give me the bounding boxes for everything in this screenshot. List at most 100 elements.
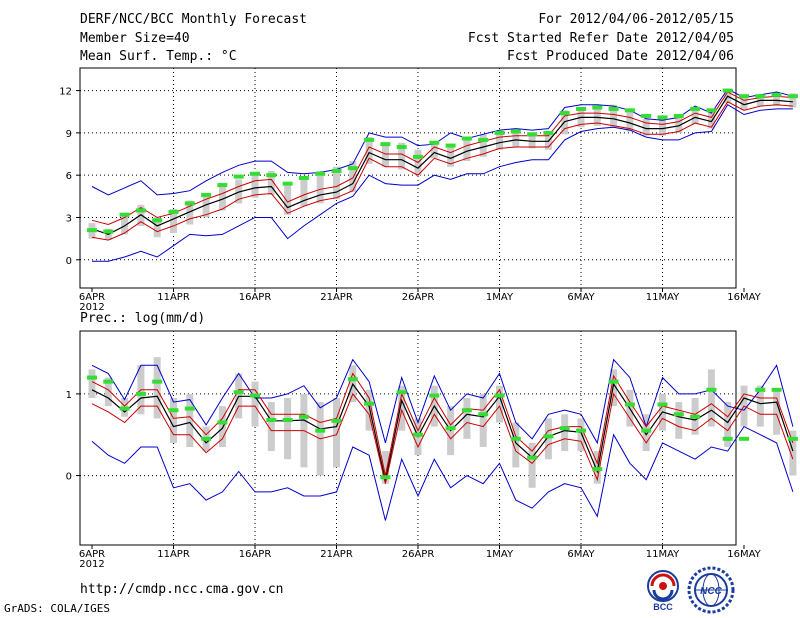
climatology-mark: [250, 393, 260, 398]
x-tick-label: 16APR: [239, 549, 272, 560]
member-spread-bar: [251, 381, 259, 427]
member-spread-bar: [479, 393, 487, 447]
climatology-mark: [510, 129, 521, 134]
member-spread-bar: [740, 97, 748, 111]
x-tick-label: 21APR: [320, 292, 353, 303]
member-spread-bar: [284, 397, 292, 460]
series-line-min: [92, 104, 793, 262]
climatology-mark: [543, 434, 554, 439]
climatology-mark: [87, 228, 97, 233]
x-tick-label: 6MAY: [567, 292, 595, 303]
x-tick-label: 11MAY: [646, 292, 680, 303]
climatology-mark: [559, 426, 570, 431]
climatology-mark: [641, 428, 652, 433]
member-spread-bar: [496, 385, 503, 423]
member-spread-bar: [447, 146, 455, 167]
member-spread-bar: [577, 108, 585, 128]
climatology-mark: [413, 154, 423, 159]
climatology-mark: [152, 218, 163, 223]
x-tick-label: 26APR: [402, 549, 435, 560]
climatology-mark: [592, 467, 603, 472]
climatology-mark: [722, 436, 733, 441]
climatology-mark: [233, 390, 244, 395]
footer-url[interactable]: http://cmdp.ncc.cma.gov.cn: [80, 582, 284, 597]
x-tick-label: 6APR: [79, 292, 105, 303]
ncc-logo-text: NCC: [700, 586, 722, 597]
climatology-mark: [429, 140, 440, 145]
member-spread-bar: [512, 130, 520, 147]
climatology-mark: [527, 455, 538, 460]
member-spread-bar: [773, 389, 781, 435]
member-spread-bar: [610, 369, 618, 407]
member-spread-bar: [333, 397, 340, 468]
precip-panel-title: Prec.: log(mm/d): [80, 311, 206, 326]
member-spread-bar: [218, 186, 226, 211]
member-spread-bar: [561, 414, 569, 452]
climatology-mark: [461, 136, 472, 141]
climatology-mark: [364, 137, 375, 142]
climatology-mark: [282, 418, 293, 423]
climatology-mark: [315, 171, 326, 176]
bcc-logo: BCC: [647, 570, 679, 612]
climatology-mark: [266, 418, 277, 423]
climatology-mark: [103, 229, 114, 234]
plot-frame: [79, 67, 737, 289]
x-tick-label: 16MAY: [727, 549, 761, 560]
member-spread-bar: [218, 406, 226, 447]
produced-date-label: Fcst Produced Date 2012/04/06: [507, 49, 734, 64]
climatology-mark: [771, 92, 782, 97]
series-line-ensemble_mean: [91, 95, 793, 236]
member-spread-bar: [610, 104, 618, 128]
x-tick-label: 26APR: [402, 292, 435, 303]
climatology-mark: [445, 143, 456, 148]
x-tick-label: 6MAY: [567, 549, 595, 560]
climatology-mark: [706, 387, 717, 392]
member-spread-bar: [202, 194, 210, 218]
climatology-mark: [103, 379, 114, 384]
climatology-mark: [87, 375, 97, 380]
member-spread-bar: [153, 217, 161, 238]
x-tick-label: 6APR: [79, 549, 105, 560]
member-spread-bar: [398, 142, 406, 170]
climatology-mark: [755, 94, 766, 99]
climatology-mark: [119, 406, 130, 411]
member-spread-bar: [479, 134, 487, 157]
climatology-mark: [739, 94, 749, 99]
climatology-mark: [559, 111, 570, 116]
member-spread-bar: [300, 178, 308, 207]
member-spread-bar: [659, 118, 666, 136]
climatology-mark: [364, 401, 375, 406]
member-spread-bar: [381, 144, 389, 167]
y-tick-label: 0: [66, 256, 72, 267]
member-spread-bar: [333, 166, 340, 200]
member-spread-bar: [675, 117, 683, 133]
member-spread-bar: [398, 385, 406, 431]
member-spread-bar: [528, 132, 536, 149]
climatology-mark: [266, 173, 277, 178]
member-spread-bar: [381, 451, 389, 484]
member-spread-bar: [707, 369, 715, 427]
climatology-mark: [641, 113, 652, 118]
climatology-mark: [576, 428, 586, 433]
y-tick-label: 12: [59, 87, 72, 98]
climatology-mark: [250, 171, 260, 176]
y-tick-label: 1: [66, 390, 72, 401]
x-year-label: 2012: [79, 302, 104, 313]
climatology-mark: [739, 436, 749, 441]
climatology-mark: [478, 412, 489, 417]
member-spread-bar: [756, 96, 764, 107]
forecast-period-label: For 2012/04/06-2012/05/15: [538, 12, 734, 27]
member-spread-bar: [365, 137, 373, 164]
member-spread-bar: [642, 414, 650, 452]
member-spread-bar: [267, 402, 275, 452]
member-spread-bar: [496, 131, 503, 150]
member-spread-bar: [675, 402, 683, 439]
member-spread-bar: [349, 161, 357, 193]
chart-title: DERF/NCC/BCC Monthly Forecast: [80, 12, 307, 27]
temperature-panel: 6APR 11APR 16APR 21APR 26APR 1MAY 6MAY 11MAY 16M…: [59, 67, 798, 313]
climatology-mark: [201, 192, 212, 197]
x-tick-label: 11MAY: [646, 549, 680, 560]
member-spread-bar: [724, 402, 732, 447]
member-spread-bar: [463, 138, 471, 162]
climatology-mark: [331, 168, 342, 173]
